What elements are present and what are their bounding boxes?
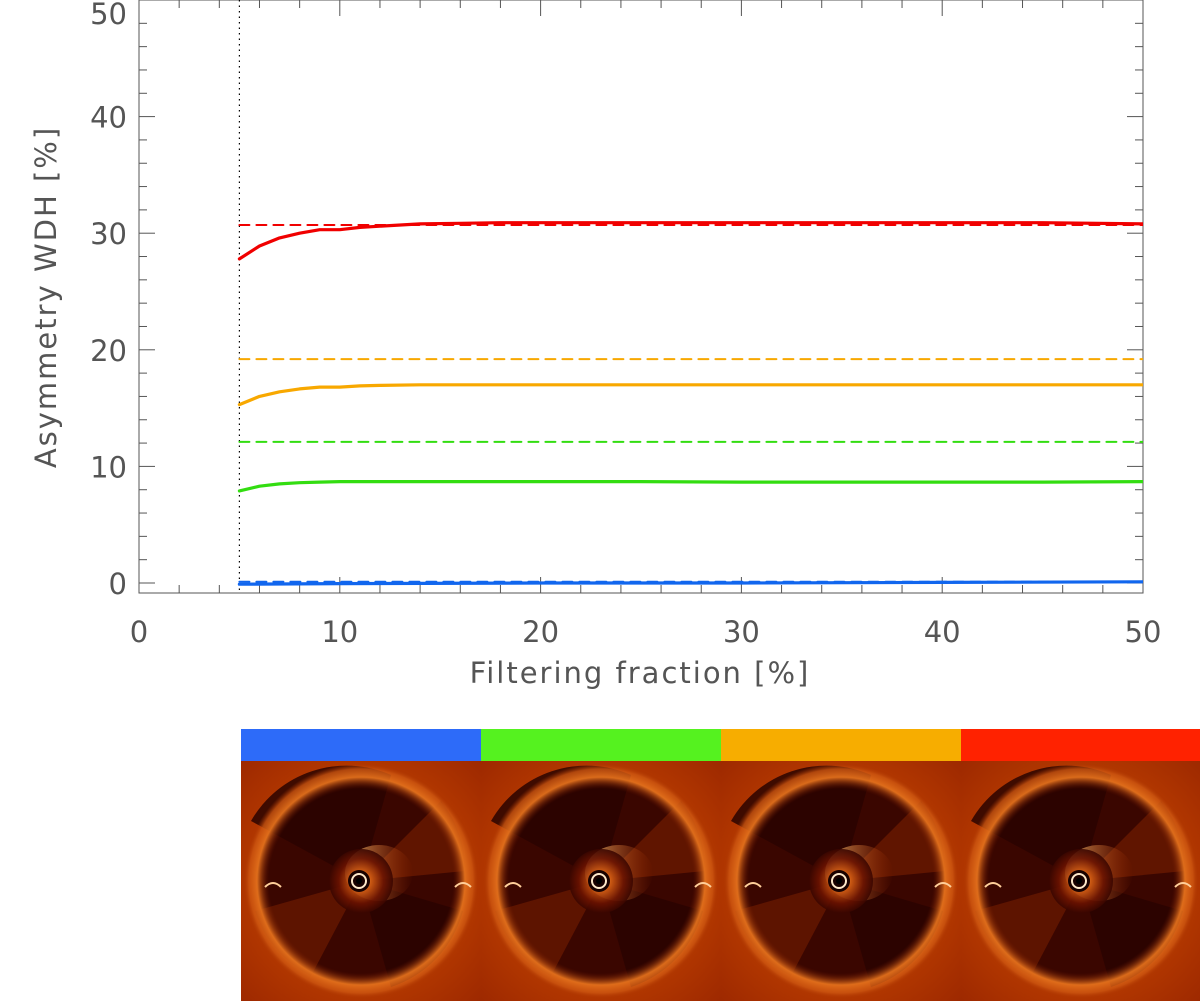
color-swatch <box>481 729 721 761</box>
y-tick-label: 20 <box>90 334 127 368</box>
color-swatch <box>961 729 1200 761</box>
color-swatch <box>721 729 961 761</box>
y-tick-label: 30 <box>90 217 127 251</box>
x-axis-title: Filtering fraction [%] <box>470 656 811 690</box>
disk-image-icon <box>481 761 721 1001</box>
x-tick-label: 30 <box>723 615 760 649</box>
disk-image-icon <box>241 761 481 1001</box>
panel-2 <box>481 729 721 1001</box>
x-tick-label: 0 <box>130 615 148 649</box>
axis-ticks <box>138 0 1144 593</box>
series-line-1 <box>237 221 1143 261</box>
disk-image-icon <box>721 761 961 1001</box>
panel-3 <box>721 729 961 1001</box>
panel-4 <box>961 729 1200 1001</box>
color-swatch <box>241 729 481 761</box>
series-line-3 <box>237 383 1143 407</box>
plot-frame <box>138 0 1144 594</box>
y-axis-title: Asymmetry WDH [%] <box>29 126 63 468</box>
y-tick-label: 10 <box>90 450 127 484</box>
tick-labels: 0 10 20 30 40 50 0 10 20 30 40 50 <box>90 0 1161 649</box>
x-tick-label: 40 <box>924 615 961 649</box>
x-tick-label: 10 <box>321 615 358 649</box>
y-tick-label: 50 <box>90 0 127 31</box>
series-line-5 <box>237 480 1143 493</box>
disk-image-icon <box>961 761 1200 1001</box>
y-tick-label: 0 <box>109 567 127 601</box>
x-tick-label: 20 <box>522 615 559 649</box>
disk-image-strip <box>241 729 1200 1001</box>
y-tick-label: 40 <box>90 101 127 135</box>
plot-area <box>237 0 1143 593</box>
panel-1 <box>241 729 481 1001</box>
chart: 0 10 20 30 40 50 0 10 20 30 40 50 Filtering fractio… <box>29 0 1161 690</box>
x-tick-label: 50 <box>1125 615 1162 649</box>
